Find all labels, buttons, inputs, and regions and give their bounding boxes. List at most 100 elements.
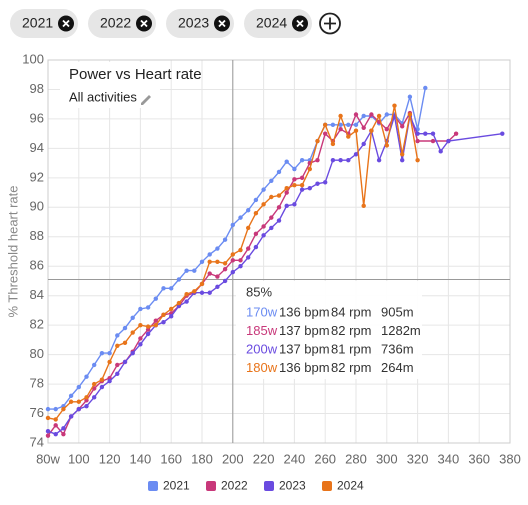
data-point [84,395,89,400]
x-tick-label: 240 [284,451,306,466]
chip-remove-icon [62,19,70,28]
data-point [84,374,89,379]
data-point [400,152,405,157]
legend-label: 2023 [279,479,306,493]
data-point [292,177,297,182]
data-point [222,261,228,266]
data-point [361,125,366,130]
edit-icon[interactable] [141,95,151,105]
data-point [184,292,189,297]
data-point [292,202,297,207]
data-point [246,246,251,251]
x-tick-label: 200 [222,451,244,466]
plot-frame [47,59,511,444]
data-point [107,359,112,365]
data-point [169,306,174,312]
tooltip-cadence: 82 rpm [331,323,371,338]
data-point [246,255,251,260]
data-point [315,138,320,144]
y-axis-label: % Threshold heart rate [5,186,20,318]
data-point [346,122,351,128]
data-point [315,181,320,186]
data-point [415,157,420,163]
data-point [230,252,235,257]
data-point [115,371,120,376]
data-point [45,429,51,434]
data-point [122,359,128,365]
data-point [299,183,305,188]
data-point [153,296,158,301]
x-tick-label: 380 [499,451,521,466]
add-filter-icon [324,17,336,30]
data-point [207,290,212,295]
data-point [68,393,74,399]
data-point [230,258,235,263]
data-point [415,131,420,136]
data-point [207,252,212,257]
y-tick-label: 76 [30,405,44,420]
y-tick-label: 86 [30,258,44,273]
data-point [215,246,220,251]
data-point [500,131,505,136]
data-point [92,386,97,391]
title-background [60,62,160,108]
data-point [107,378,112,384]
tooltip-hr: 137 bpm [279,341,330,356]
data-point [423,85,428,91]
data-point [299,187,305,192]
data-point [199,281,205,287]
filter-chip[interactable]: 2023 [166,9,234,38]
data-point [115,343,120,348]
add-filter-button[interactable] [319,12,341,35]
data-point [169,314,174,319]
filter-chip[interactable]: 2022 [88,9,156,38]
data-point [153,322,158,328]
data-point [307,185,312,191]
data-point [369,128,374,133]
data-point [130,330,135,335]
data-point [407,112,413,117]
data-point [138,322,143,328]
data-point [199,290,205,295]
data-point [246,225,251,231]
data-point [76,399,82,404]
data-point [338,127,343,132]
data-point [384,112,389,117]
y-tick-label: 88 [30,228,44,243]
tooltip-duration: 905m [381,304,414,319]
data-point [76,384,82,390]
data-point [238,247,243,253]
x-tick-label: 220 [253,451,275,466]
data-point [400,157,405,163]
x-tick-label: 300 [376,451,398,466]
chip-remove-icon [140,19,148,28]
tooltip-power: 200w [246,341,278,356]
data-point [176,277,182,282]
data-point [392,103,397,108]
x-tick-label: 180 [191,451,213,466]
filter-chip[interactable]: 2021 [10,9,78,38]
data-point [99,350,105,356]
data-point [238,258,243,263]
tooltip-background [236,281,422,379]
data-point [138,342,143,347]
data-point [353,152,359,157]
tooltip-title: 85% [246,284,272,299]
data-point [369,112,374,117]
data-point [453,131,459,136]
series-line [47,113,503,435]
data-point [115,333,120,338]
data-point [145,331,151,337]
x-tick-label: 340 [438,451,460,466]
chip-background [10,9,78,38]
chip-label: 2022 [100,15,131,31]
data-point [338,113,343,119]
data-point [261,233,266,238]
data-point [423,131,428,136]
filter-chip[interactable]: 2024 [244,9,312,38]
data-point [192,289,197,294]
data-point [269,194,274,200]
data-point [53,423,58,428]
data-point [92,381,97,387]
